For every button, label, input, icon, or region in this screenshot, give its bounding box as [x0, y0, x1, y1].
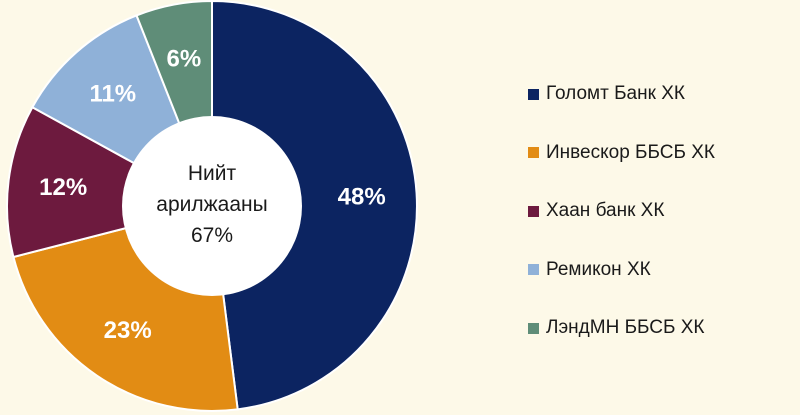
legend: Голомт Банк ХК Инвескор ББСБ ХК Хаан бан… [528, 82, 715, 375]
legend-swatch-lendmn [528, 322, 539, 334]
donut-hole [122, 116, 302, 296]
legend-item-golomt: Голомт Банк ХК [528, 82, 715, 106]
legend-item-invescore: Инвескор ББСБ ХК [528, 141, 715, 165]
slice-label-khaan: 12% [39, 174, 87, 201]
legend-label-khaan: Хаан банк ХК [546, 200, 665, 221]
center-label-line2: арилжааны [156, 193, 267, 216]
slice-label-invescore: 23% [104, 317, 152, 344]
slice-golomt [211, 0, 418, 411]
slice-khaan [6, 105, 215, 259]
legend-swatch-golomt [528, 88, 539, 100]
slice-label-remicon: 11% [89, 81, 136, 108]
slice-label-golomt: 48% [338, 184, 386, 211]
legend-swatch-khaan [528, 205, 539, 217]
legend-swatch-remicon [528, 264, 539, 275]
legend-item-remicon: Ремикон ХК [528, 258, 715, 282]
center-label-line3: 67% [191, 224, 233, 247]
legend-label-invescore: Инвескор ББСБ ХК [546, 141, 715, 163]
legend-label-lendmn: ЛэндМН ББСБ ХК [546, 317, 705, 338]
center-label-line1: Нийт [188, 162, 237, 185]
legend-label-golomt: Голомт Банк ХК [546, 83, 685, 104]
legend-swatch-invescore [528, 147, 539, 158]
legend-item-lendmn: ЛэндМН ББСБ ХК [528, 316, 715, 340]
legend-label-remicon: Ремикон ХК [546, 258, 651, 280]
slice-label-lendmn: 6% [167, 46, 202, 73]
legend-item-khaan: Хаан банк ХК [528, 199, 715, 223]
